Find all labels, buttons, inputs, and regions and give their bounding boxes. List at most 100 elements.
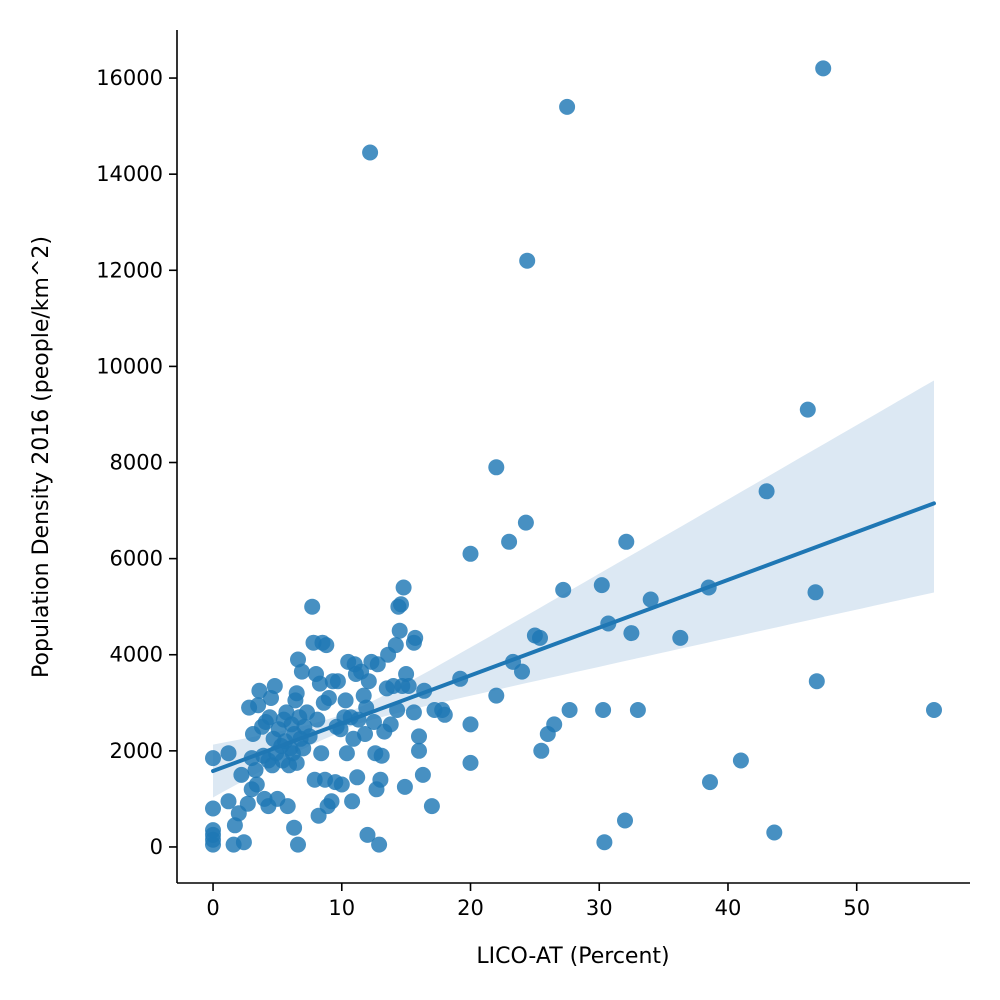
data-point bbox=[642, 591, 659, 608]
data-point bbox=[555, 581, 572, 598]
data-point bbox=[329, 673, 346, 690]
x-tick-label: 50 bbox=[843, 896, 870, 920]
data-point bbox=[488, 459, 505, 476]
data-point bbox=[808, 673, 825, 690]
y-tick-label: 16000 bbox=[96, 66, 163, 90]
data-point bbox=[371, 836, 388, 853]
data-point bbox=[355, 687, 372, 704]
data-point bbox=[290, 836, 306, 853]
data-point bbox=[290, 651, 306, 668]
data-point bbox=[758, 483, 775, 500]
data-point bbox=[436, 706, 453, 723]
data-point bbox=[369, 656, 386, 673]
data-point bbox=[395, 579, 412, 596]
x-axis-label: LICO-AT (Percent) bbox=[476, 944, 669, 969]
data-point bbox=[593, 577, 610, 594]
data-point bbox=[295, 740, 312, 757]
data-point bbox=[517, 514, 534, 531]
data-point bbox=[313, 745, 330, 762]
data-point bbox=[629, 702, 646, 718]
confidence-band-layer bbox=[213, 380, 934, 798]
data-point bbox=[261, 709, 278, 726]
data-point bbox=[359, 826, 376, 843]
y-tick-label: 14000 bbox=[96, 162, 163, 186]
data-point bbox=[247, 762, 264, 779]
data-point bbox=[205, 822, 221, 839]
data-point bbox=[226, 817, 243, 834]
y-tick-label: 6000 bbox=[110, 547, 163, 571]
data-point bbox=[248, 776, 265, 793]
data-point bbox=[279, 798, 296, 815]
data-point bbox=[462, 545, 479, 562]
data-point bbox=[414, 766, 431, 783]
data-point bbox=[362, 144, 379, 161]
data-point bbox=[561, 702, 578, 718]
data-point bbox=[286, 819, 303, 836]
data-point bbox=[372, 771, 389, 788]
data-point bbox=[519, 252, 536, 269]
data-point bbox=[407, 629, 424, 646]
points-layer bbox=[205, 60, 942, 853]
data-point bbox=[488, 687, 505, 704]
data-point bbox=[559, 98, 576, 115]
data-point bbox=[311, 675, 328, 692]
data-point bbox=[618, 533, 635, 550]
confidence-band bbox=[213, 380, 934, 798]
data-point bbox=[250, 697, 267, 714]
data-point bbox=[251, 682, 268, 699]
data-point bbox=[220, 745, 237, 762]
data-point bbox=[672, 629, 689, 646]
data-point bbox=[233, 766, 250, 783]
data-point bbox=[393, 596, 409, 613]
data-point bbox=[391, 622, 408, 639]
regression-line-layer bbox=[211, 501, 936, 774]
data-point bbox=[396, 778, 413, 795]
data-point bbox=[411, 742, 427, 759]
data-point bbox=[807, 584, 824, 601]
data-point bbox=[462, 716, 479, 733]
x-tick-label: 30 bbox=[586, 896, 613, 920]
data-point bbox=[293, 663, 310, 680]
data-point bbox=[323, 793, 340, 810]
data-point bbox=[514, 663, 530, 680]
x-tick-label: 10 bbox=[328, 896, 355, 920]
data-point bbox=[532, 629, 548, 646]
data-point bbox=[398, 666, 415, 682]
data-point bbox=[546, 716, 563, 733]
data-point bbox=[266, 678, 283, 694]
data-point bbox=[623, 625, 640, 642]
data-point bbox=[263, 690, 279, 706]
x-ticks: 0 10 20 30 40 50 bbox=[206, 883, 870, 920]
y-tick-label: 12000 bbox=[96, 258, 163, 282]
data-point bbox=[205, 750, 221, 767]
y-tick-label: 10000 bbox=[96, 354, 163, 378]
data-point bbox=[702, 774, 718, 791]
y-ticks: 0 2000 4000 6000 8000 10000 12000 14000 16000 bbox=[96, 66, 177, 859]
data-point bbox=[220, 793, 237, 810]
data-point bbox=[288, 754, 305, 771]
data-point bbox=[387, 637, 404, 654]
data-point bbox=[766, 824, 783, 841]
data-point bbox=[501, 533, 518, 550]
y-tick-label: 8000 bbox=[110, 451, 163, 475]
data-point bbox=[926, 702, 942, 718]
data-point bbox=[596, 834, 613, 851]
data-point bbox=[338, 745, 355, 762]
data-point bbox=[344, 793, 361, 810]
x-tick-label: 40 bbox=[715, 896, 742, 920]
y-tick-label: 4000 bbox=[110, 643, 163, 667]
data-point bbox=[349, 769, 366, 786]
y-axis-label: Population Density 2016 (people/km^2) bbox=[29, 236, 54, 678]
data-point bbox=[732, 752, 749, 769]
data-point bbox=[799, 401, 816, 418]
y-tick-label: 0 bbox=[150, 835, 163, 859]
data-point bbox=[617, 812, 633, 829]
data-point bbox=[533, 742, 550, 759]
data-point bbox=[815, 60, 832, 77]
data-point bbox=[309, 711, 326, 728]
data-point bbox=[357, 726, 373, 742]
data-point bbox=[382, 716, 399, 733]
data-point bbox=[366, 714, 382, 730]
regression-line bbox=[211, 501, 936, 774]
